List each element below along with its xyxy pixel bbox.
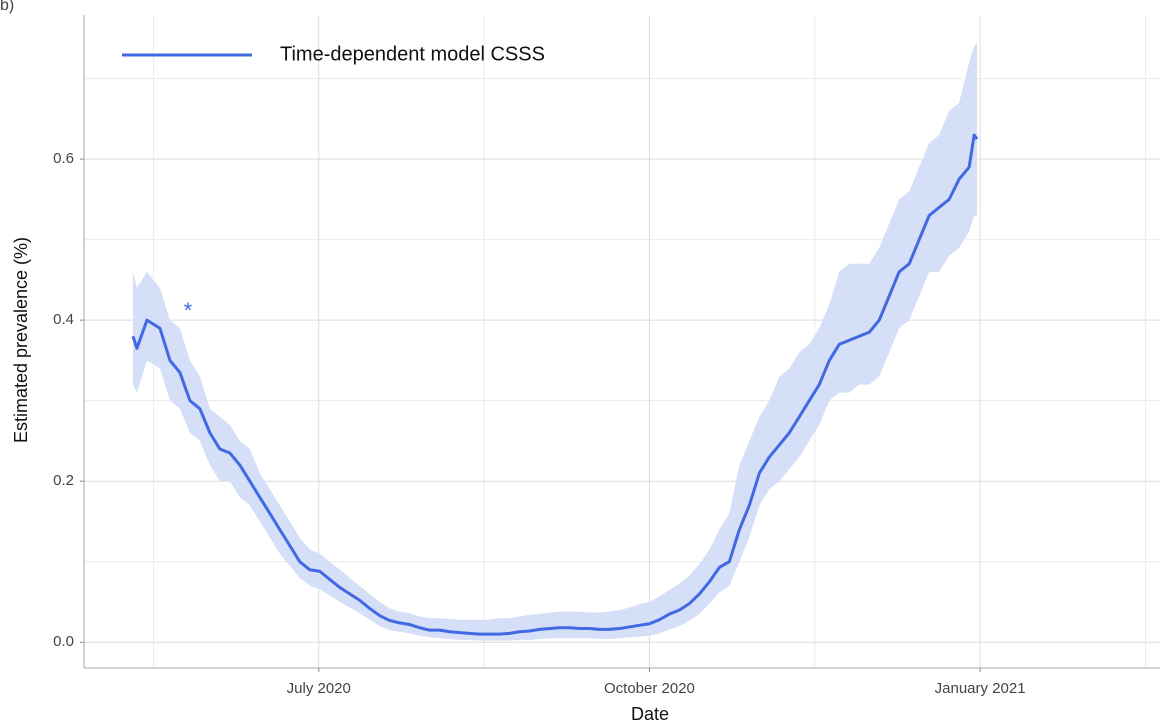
x-tick-label: January 2021	[935, 680, 1026, 697]
y-tick-label: 0.4	[53, 311, 74, 328]
y-tick-label: 0.6	[53, 150, 74, 167]
x-tick-label: July 2020	[287, 680, 351, 697]
line	[131, 133, 979, 636]
annotation: *	[184, 298, 193, 323]
x-tick-label: October 2020	[604, 680, 695, 697]
y-axis-title: Estimated prevalence (%)	[11, 237, 31, 443]
y-tick-label: 0.2	[53, 472, 74, 489]
panel-label: b)	[0, 0, 14, 14]
y-tick-label: 0.0	[53, 633, 74, 650]
x-axis-title: Date	[631, 704, 669, 724]
legend-label: Time-dependent model CSSS	[280, 43, 545, 65]
confidence-ribbon	[132, 42, 978, 641]
